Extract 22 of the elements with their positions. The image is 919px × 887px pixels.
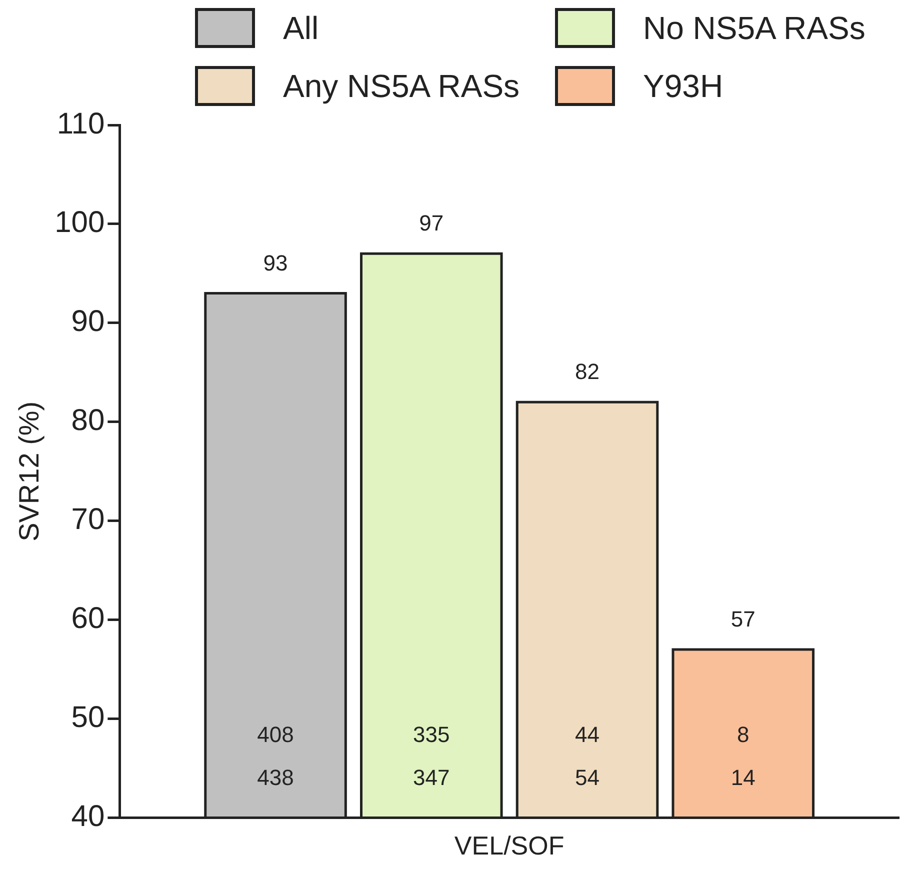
annotation: 408 438 [257, 722, 294, 790]
y-tick-label: 50 [71, 701, 105, 734]
annotation: 335 347 [413, 722, 450, 790]
y-tick-label: 90 [71, 305, 105, 338]
y-tick-label: 80 [71, 404, 105, 438]
legend-label: No NS5A RASs [643, 10, 866, 46]
y-tick-label: 100 [54, 206, 105, 240]
data-label: 93 [263, 250, 288, 276]
y-tick-label: 110 [56, 107, 105, 140]
data-label: 97 [419, 210, 444, 236]
annotation: 44 54 [575, 722, 600, 790]
y-tick-label: 40 [71, 800, 105, 834]
annotation: 8 14 [730, 722, 756, 790]
data-label: 82 [575, 359, 600, 384]
x-tick-label: VEL/SOF [454, 830, 564, 861]
data-label: 57 [730, 606, 756, 632]
y-tick-label: 70 [71, 503, 105, 536]
legend-label: All [283, 10, 319, 46]
legend-label: Any NS5A RASs [283, 68, 520, 104]
legend-label: Y93H [643, 68, 724, 104]
y-tick-label: 60 [71, 602, 105, 636]
y-axis-title: SVR12 (%) [14, 401, 45, 542]
